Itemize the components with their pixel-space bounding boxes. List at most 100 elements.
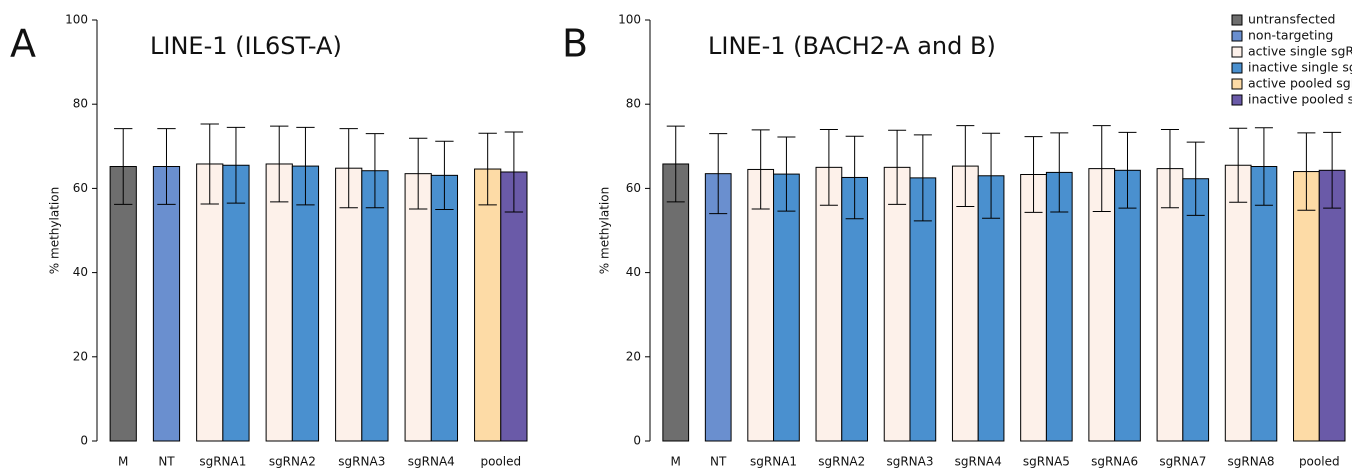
error-bar [409,137,428,210]
error-bar [888,129,907,205]
x-tick-label: M [671,455,681,469]
error-bar [845,135,864,220]
error-bar [1297,132,1316,211]
bar [335,167,363,442]
error-bar [200,123,219,205]
panel-letter: A [10,22,36,66]
y-tick-label: 100 [65,13,88,27]
bar [361,170,389,442]
error-bar [435,140,454,210]
error-bar [1229,127,1248,203]
x-tick-label: M [118,455,128,469]
legend-swatch [1231,30,1243,42]
bar [841,176,869,442]
bar [662,163,690,442]
bar [704,173,732,442]
x-tick-label: NT [158,455,175,469]
x-tick-label: sgRNA8 [1228,455,1275,469]
error-bar [504,131,524,213]
y-tick-label: 80 [73,97,88,111]
bar [222,164,250,442]
y-tick-label: 40 [73,265,88,279]
bar [474,168,502,442]
error-bar [296,126,315,206]
y-axis-label: % methylation [48,187,62,274]
error-bar [913,134,932,222]
error-bar [1024,136,1043,213]
bar [1182,178,1210,442]
error-bar [819,128,838,206]
bar [430,174,459,442]
x-tick-label: sgRNA2 [269,455,316,469]
error-bar [777,136,796,212]
bar [1088,168,1116,442]
y-tick-label: 60 [73,181,88,195]
error-bar [1323,131,1342,209]
bar [1250,166,1278,442]
error-bar [1254,127,1273,206]
bar [265,163,293,442]
y-tick-label: 80 [626,97,641,111]
x-tick-label: pooled [1299,455,1340,469]
x-tick-label: sgRNA3 [886,455,933,469]
panel-letter: B [562,22,588,66]
x-tick-label: sgRNA1 [750,455,797,469]
chart-title: LINE-1 (BACH2-A and B) [708,32,996,60]
error-bar [339,128,358,209]
legend-label: inactive single sgRNA [1248,60,1352,75]
y-tick-label: 60 [626,181,641,195]
error-bar [1092,125,1111,213]
legend-swatch [1231,14,1243,26]
legend-swatch [1231,46,1243,58]
legend-label: active pooled sgRNAs [1248,76,1352,91]
error-bar [709,133,728,215]
error-bar [982,132,1001,219]
bar [773,173,800,442]
legend-swatch [1231,94,1243,106]
x-tick-label: sgRNA4 [955,455,1002,469]
error-bar [1160,128,1179,209]
bar [1020,174,1047,442]
bar [152,166,181,442]
bar [1045,171,1073,442]
x-tick-label: NT [710,455,727,469]
y-tick-label: 0 [633,434,641,448]
error-bar [751,129,770,210]
bar [883,166,911,442]
y-tick-label: 0 [80,434,88,448]
legend-swatch [1231,62,1243,74]
x-tick-label: sgRNA6 [1091,455,1138,469]
bar [909,177,937,442]
bar [951,165,979,442]
error-bar [114,128,133,205]
legend-swatch [1231,78,1243,90]
legend-label: active single sgRNA [1248,44,1352,59]
bar [500,171,528,442]
chart-title: LINE-1 (IL6ST-A) [150,32,342,60]
error-bar [1118,131,1137,209]
legend-label: untransfected [1248,12,1335,27]
error-bar [1050,132,1069,213]
x-tick-label: pooled [480,455,521,469]
x-tick-label: sgRNA4 [408,455,455,469]
bar [1156,168,1184,442]
y-tick-label: 20 [73,349,88,363]
error-bar [365,133,385,209]
bar [404,173,432,442]
legend-label: non-targeting [1248,28,1333,43]
error-bar [157,128,176,205]
x-tick-label: sgRNA7 [1159,455,1206,469]
bar [196,163,224,442]
error-bar [956,125,975,208]
bar [109,166,137,442]
x-tick-label: sgRNA3 [338,455,385,469]
y-tick-label: 40 [626,265,641,279]
y-tick-label: 20 [626,349,641,363]
error-bar [270,125,289,203]
error-bar [666,125,685,203]
error-bar [226,126,246,204]
y-axis-label: % methylation [598,187,612,274]
x-tick-label: sgRNA5 [1023,455,1070,469]
